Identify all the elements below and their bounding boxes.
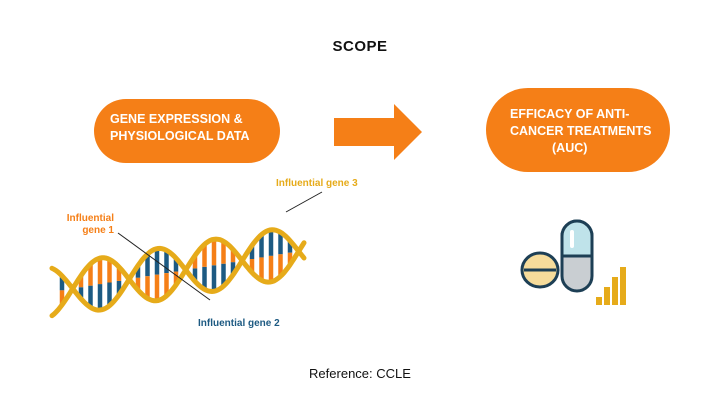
- input-data-line-2: PHYSIOLOGICAL DATA: [110, 129, 250, 143]
- reference-note: Reference: CCLE: [309, 366, 411, 381]
- tablet-icon: [520, 251, 560, 289]
- influential-gene-1-label: Influential gene 1: [44, 213, 114, 237]
- input-data-box: GENE EXPRESSION & PHYSIOLOGICAL DATA: [94, 99, 280, 163]
- output-line-3: (AUC): [552, 141, 588, 155]
- influential-gene-2-label: Influential gene 2: [198, 318, 280, 329]
- output-line-2: CANCER TREATMENTS: [510, 124, 652, 138]
- gene3-pointer-line: [285, 191, 323, 213]
- input-data-line-1: GENE EXPRESSION &: [110, 112, 243, 126]
- output-efficacy-box: EFFICACY OF ANTI- CANCER TREATMENTS (AUC…: [486, 88, 670, 172]
- dna-strand-b: [49, 236, 307, 319]
- gene1-label-line-1: Influential: [66, 213, 114, 224]
- output-line-1: EFFICACY OF ANTI-: [510, 107, 630, 121]
- dna-strand-a: [49, 227, 307, 313]
- bar-chart-icon: [596, 267, 626, 305]
- gene1-label-line-2: gene 1: [82, 225, 114, 236]
- arrow-right-icon: [334, 104, 422, 160]
- diagram-title: SCOPE: [332, 38, 388, 55]
- medication-icon: [520, 219, 626, 305]
- gene1-pointer-line: [117, 232, 211, 301]
- capsule-icon: [560, 219, 594, 293]
- influential-gene-3-label: Influential gene 3: [276, 178, 358, 189]
